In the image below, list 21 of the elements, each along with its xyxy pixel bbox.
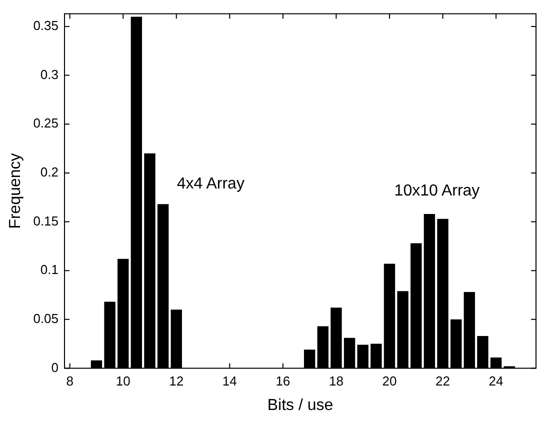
x-tick-label: 14 <box>222 374 237 389</box>
annotation: 10x10 Array <box>394 182 480 200</box>
y-tick-label: 0.3 <box>40 66 58 82</box>
y-axis-title: Frequency <box>7 153 24 229</box>
x-tick-label: 10 <box>116 374 130 389</box>
x-tick-label: 22 <box>436 374 450 389</box>
y-tick-label: 0.05 <box>33 310 58 326</box>
y-tick-label: 0.1 <box>40 262 58 278</box>
x-tick-label: 16 <box>276 374 290 389</box>
x-tick-label: 12 <box>169 374 184 389</box>
x-tick-label: 18 <box>328 374 344 389</box>
x-tick-label: 20 <box>382 374 397 389</box>
x-tick-label: 24 <box>488 374 504 389</box>
y-tick-label: 0 <box>51 360 58 375</box>
y-tick-label: 0.2 <box>40 164 58 180</box>
x-axis-title: Bits / use <box>267 396 334 414</box>
x-tick-label: 8 <box>66 374 74 389</box>
y-tick-label: 0.25 <box>33 116 58 131</box>
annotation: 4x4 Array <box>176 175 244 192</box>
y-tick-label: 0.15 <box>33 213 58 228</box>
y-tick-label: 0.35 <box>33 18 58 34</box>
